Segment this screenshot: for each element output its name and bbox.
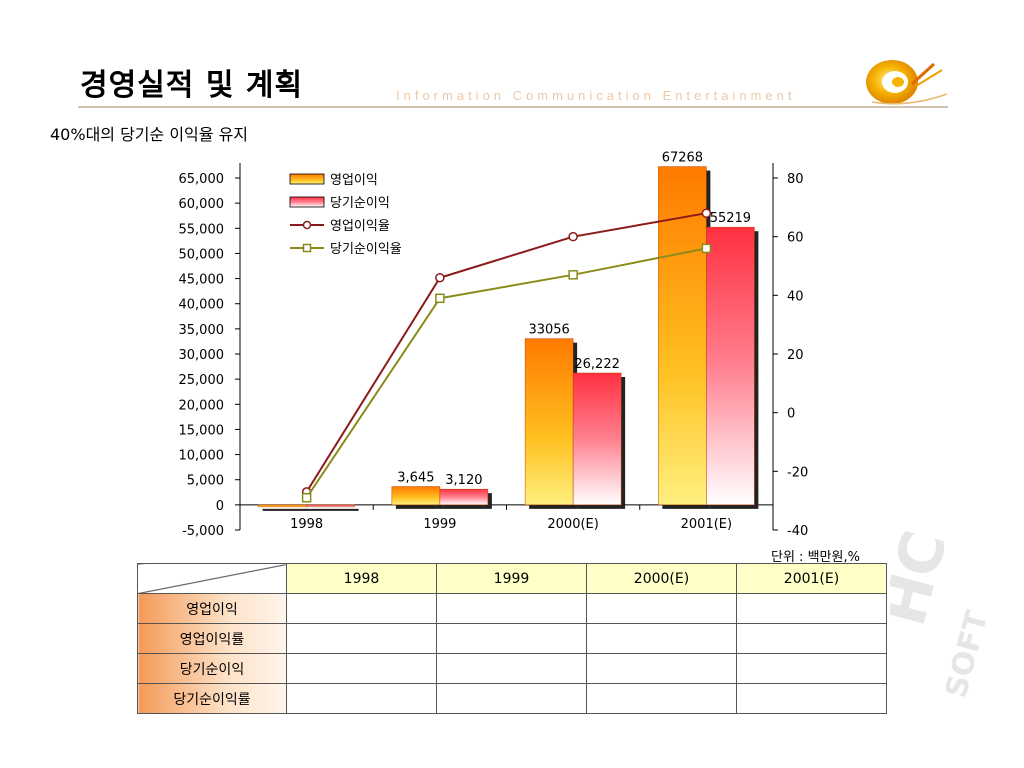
slide-tagline: Information Communication Entertainment [396,88,796,103]
table-row: 영업이익률 [137,623,887,654]
table-cell [736,593,887,624]
legend-swatch [289,196,325,208]
right-tick-label: 0 [787,407,795,422]
table-cell [286,623,437,654]
slide-title: 경영실적 및 계획 [80,68,304,103]
left-tick-label: -5,000 [182,524,224,539]
left-tick-label: 5,000 [187,474,224,489]
legend-marker [302,243,312,253]
table-cell [286,593,437,624]
table-cell [736,623,887,654]
bar-operating-profit [258,504,307,508]
line-point [701,208,712,218]
chart-subtitle: 40%대의 당기순 이익율 유지 [50,125,249,144]
unit-label: 단위 : 백만원,% [771,550,860,565]
row-label: 영업이익 [137,593,287,624]
line-point [435,272,445,283]
table-row: 당기순이익 [137,653,887,684]
left-tick-label: 0 [216,499,224,514]
table-header: 1998 [286,563,437,594]
right-tick-label: 40 [787,289,804,304]
line-point [435,293,445,304]
left-tick-label: 10,000 [179,449,225,464]
bar-operating-profit [391,486,441,506]
left-tick-label: 25,000 [179,373,225,388]
legend-label: 당기순이익 [330,196,390,211]
bar-data-label: 55219 [710,211,751,226]
watermark-icon: HC SOFT [890,524,995,702]
table-cell [586,653,737,684]
table-cell [436,683,587,714]
table-row: 당기순이익률 [137,683,887,714]
bar-net-profit [306,504,355,508]
table-header: 2001(E) [736,563,887,594]
line-point [568,231,578,242]
bar-operating-profit [658,166,707,506]
table-header: 1999 [436,563,587,594]
snail-logo-icon [866,60,948,105]
table-cell [286,683,437,714]
legend-swatch [289,173,325,185]
table-cell [736,653,887,684]
left-tick-label: 15,000 [179,423,225,438]
row-label: 당기순이익률 [137,683,287,714]
left-tick-label: 65,000 [179,172,225,187]
line-net-margin [305,247,707,499]
bar-data-label: 3,120 [445,473,482,488]
line-point [701,243,712,254]
right-tick-label: 80 [787,172,804,187]
bar-shadow [262,508,311,511]
legend-label: 영업이익 [330,173,378,188]
category-label: 1998 [290,517,323,532]
bar-data-label: 3,645 [397,471,434,486]
table-cell [436,623,587,654]
left-tick-label: 55,000 [179,222,225,237]
left-tick-label: 30,000 [179,348,225,363]
line-operating-margin [305,212,707,493]
row-label: 당기순이익 [137,653,287,684]
table-cell [436,593,587,624]
right-tick-label: 20 [787,348,804,363]
left-tick-label: 40,000 [179,298,225,313]
table-cell [586,623,737,654]
bar-net-profit [439,488,489,506]
category-label: 2000(E) [547,517,598,532]
table-cell [586,683,737,714]
right-tick-label: 60 [787,231,804,246]
table-cell [586,593,737,624]
left-tick-label: 45,000 [179,273,225,288]
category-label: 1999 [423,517,456,532]
legend-marker [302,220,312,230]
left-tick-label: 35,000 [179,323,225,338]
legend-label: 영업이익율 [330,219,390,234]
bar-data-label: 67268 [662,151,703,166]
table-cell [436,653,587,684]
header-rule [78,106,948,108]
table-cell [736,683,887,714]
right-tick-label: -40 [787,524,808,539]
table-corner [137,563,287,594]
category-label: 2001(E) [681,517,732,532]
table-cell [286,653,437,684]
bar-data-label: 33056 [528,323,569,338]
bar-net-profit [572,372,622,506]
bar-operating-profit [524,338,574,506]
row-label: 영업이익률 [137,623,287,654]
line-point [301,492,312,503]
left-tick-label: 50,000 [179,247,225,262]
bar-net-profit [706,226,755,506]
right-tick-label: -20 [787,465,808,480]
left-tick-label: 60,000 [179,197,225,212]
legend-label: 당기순이익율 [330,242,402,257]
left-tick-label: 20,000 [179,398,225,413]
data-table: 1998 1999 2000(E) 2001(E) 영업이익 영업이익률 당기순… [137,563,887,714]
line-point [568,270,578,280]
table-header: 2000(E) [586,563,737,594]
bar-shadow [310,508,359,511]
table-row: 영업이익 [137,593,887,624]
bar-data-label: 26,222 [574,357,620,372]
